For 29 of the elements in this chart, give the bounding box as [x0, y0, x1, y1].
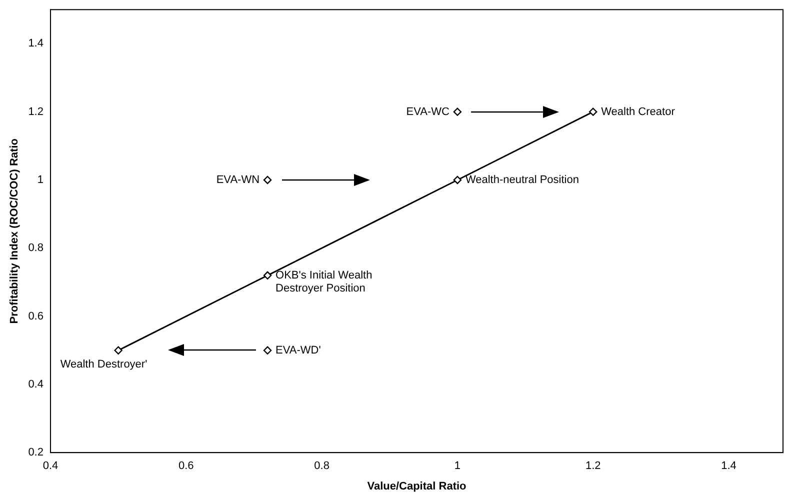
y-axis-title: Profitability Index (ROC/COC) Ratio: [8, 138, 21, 324]
annotation: Wealth Destroyer': [60, 358, 148, 370]
x-axis-title: Value/Capital Ratio: [367, 480, 467, 492]
annotation: EVA-WN: [216, 174, 260, 186]
x-tick-label: 0.6: [178, 460, 194, 472]
point: [114, 346, 122, 354]
point: [588, 108, 598, 116]
x-tick-label: 0.8: [314, 460, 330, 472]
y-tick-label: 1.2: [28, 106, 44, 118]
point: [453, 108, 462, 116]
y-tick-label: 0.6: [28, 310, 44, 322]
y-tick-label: 1: [37, 174, 44, 186]
y-tick-label: 1.4: [28, 38, 44, 50]
point: [263, 271, 272, 280]
x-tick-label: 0.4: [42, 460, 58, 472]
annotation: Wealth-neutral Position: [465, 174, 579, 186]
x-tick-label: 1.4: [721, 460, 736, 472]
annotation: Wealth Creator: [601, 106, 676, 118]
x-tick-label: 1.2: [585, 460, 601, 472]
annotation: EVA-WD': [276, 344, 321, 356]
y-tick-label: 0.2: [28, 446, 44, 459]
point: [453, 176, 462, 184]
point: [263, 346, 272, 354]
x-tick-label: 1: [454, 460, 461, 472]
y-tick-label: 0.4: [28, 378, 44, 390]
annotation: OKB's Initial Wealth Destroyer Position: [276, 269, 372, 294]
point: [263, 176, 272, 184]
y-tick-label: 0.8: [28, 242, 44, 254]
annotation: EVA-WC: [406, 106, 450, 118]
